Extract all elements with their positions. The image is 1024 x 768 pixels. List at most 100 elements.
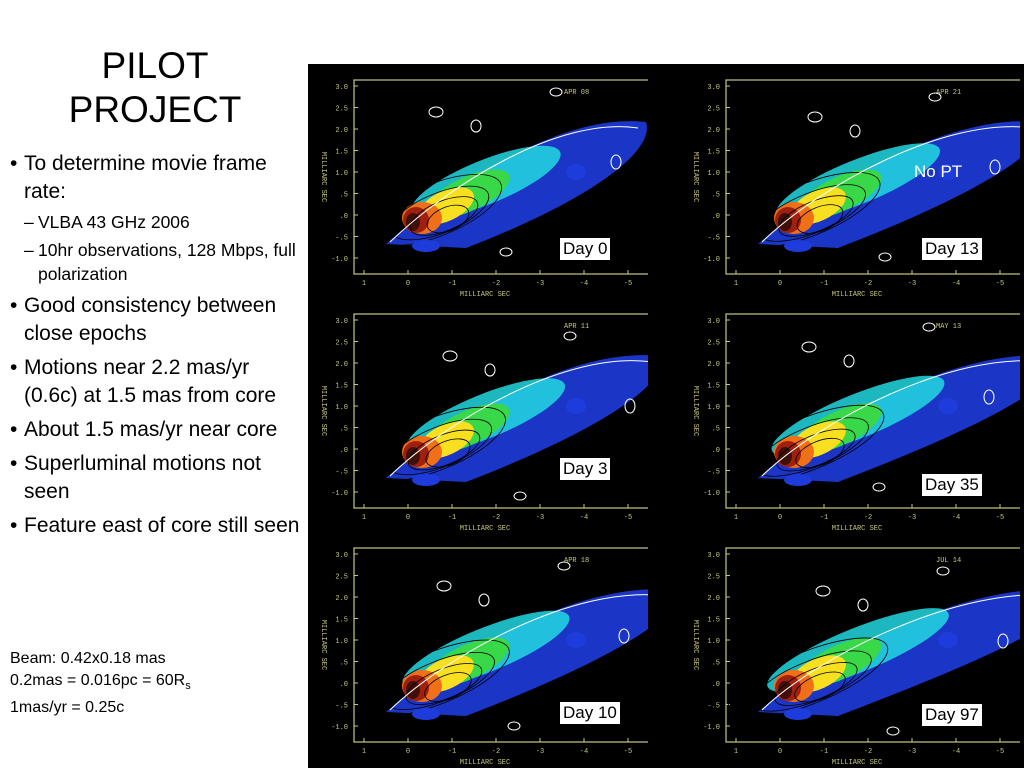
y-tick-label: 2.0 xyxy=(707,127,720,135)
y-tick-label: .0 xyxy=(712,681,720,689)
y-tick-label: 1.5 xyxy=(707,149,720,157)
vlbi-map-panel: 3.0 2.5 2.0 1.5 1.0 .5 .0 -.5 -1.0 1 0 -1 -2 -3 -4 -5 MI… xyxy=(308,298,648,530)
x-axis-label: MILLIARC SEC xyxy=(832,525,882,530)
y-tick-label: .0 xyxy=(340,213,348,221)
vlbi-map-image: 3.0 2.5 2.0 1.5 1.0 .5 .0 -.5 -1.0 1 0 -1 -2 -3 -4 -5 MI… xyxy=(319,79,648,296)
y-tick-label: -1.0 xyxy=(331,256,348,264)
y-axis-label: MILLIARC SEC xyxy=(691,386,699,436)
y-tick-label: 1.0 xyxy=(707,638,720,646)
bullet-item: Good consistency between close epochs xyxy=(10,292,305,348)
y-tick-label: 2.5 xyxy=(335,106,348,114)
epoch-label: APR 08 xyxy=(564,89,589,97)
sub-bullet-list: VLBA 43 GHz 2006 10hr observations, 128 … xyxy=(24,210,305,286)
y-tick-label: .5 xyxy=(712,660,720,668)
y-tick-label: 1.5 xyxy=(335,149,348,157)
y-tick-label: 3.0 xyxy=(707,318,720,326)
y-tick-label: -1.0 xyxy=(703,256,720,264)
no-pt-label: No PT xyxy=(914,162,963,181)
scale-text: 0.2mas = 0.016pc = 60R xyxy=(10,672,186,689)
y-tick-label: .5 xyxy=(712,192,720,200)
y-tick-label: 3.0 xyxy=(335,318,348,326)
x-tick-label: -5 xyxy=(996,748,1004,756)
bullet-item: Superluminal motions not seen xyxy=(10,450,305,506)
scale-line: 0.2mas = 0.016pc = 60Rs xyxy=(10,670,191,697)
x-tick-label: -2 xyxy=(864,280,872,288)
x-tick-label: -1 xyxy=(820,748,828,756)
vlbi-map-image: 3.0 2.5 2.0 1.5 1.0 .5 .0 -.5 -1.0 1 0 -1 -2 -3 -4 -5 MI… xyxy=(691,79,1020,296)
vlbi-map-image: 3.0 2.5 2.0 1.5 1.0 .5 .0 -.5 -1.0 1 0 -1 -2 -3 -4 -5 MI… xyxy=(319,313,648,530)
y-tick-label: 3.0 xyxy=(707,552,720,560)
bullet-item: Motions near 2.2 mas/yr (0.6c) at 1.5 ma… xyxy=(10,354,305,410)
x-tick-label: -2 xyxy=(864,748,872,756)
x-tick-label: -2 xyxy=(864,514,872,522)
x-tick-label: -1 xyxy=(448,280,456,288)
y-tick-label: .5 xyxy=(340,192,348,200)
vlbi-map-panel: 3.0 2.5 2.0 1.5 1.0 .5 .0 -.5 -1.0 1 0 -1 -2 -3 -4 -5 MI… xyxy=(680,532,1020,764)
y-tick-label: .0 xyxy=(712,213,720,221)
y-tick-label: -.5 xyxy=(335,469,348,477)
vlbi-map-image: 3.0 2.5 2.0 1.5 1.0 .5 .0 -.5 -1.0 1 0 -1 -2 -3 -4 -5 MI… xyxy=(691,547,1020,764)
x-tick-label: -1 xyxy=(448,514,456,522)
speed-line: 1mas/yr = 0.25c xyxy=(10,699,125,717)
x-tick-label: 1 xyxy=(362,748,366,756)
y-tick-label: 2.5 xyxy=(707,574,720,582)
y-tick-label: 1.5 xyxy=(707,383,720,391)
x-tick-label: 0 xyxy=(778,748,782,756)
vlbi-map-image: 3.0 2.5 2.0 1.5 1.0 .5 .0 -.5 -1.0 1 0 -1 -2 -3 -4 -5 MI… xyxy=(691,313,1020,530)
x-tick-label: 1 xyxy=(734,280,738,288)
y-tick-label: -1.0 xyxy=(331,724,348,732)
y-tick-label: -.5 xyxy=(707,235,720,243)
jet-emission xyxy=(369,87,647,257)
y-tick-label: -.5 xyxy=(707,469,720,477)
y-tick-label: 3.0 xyxy=(335,84,348,92)
x-tick-label: -1 xyxy=(820,514,828,522)
x-tick-label: 1 xyxy=(734,514,738,522)
y-tick-label: -1.0 xyxy=(703,490,720,498)
x-tick-label: -4 xyxy=(952,280,960,288)
y-tick-label: .0 xyxy=(340,681,348,689)
y-axis-label: MILLIARC SEC xyxy=(691,620,699,670)
y-tick-label: 2.0 xyxy=(335,361,348,369)
y-tick-label: .5 xyxy=(712,426,720,434)
y-tick-label: -1.0 xyxy=(331,490,348,498)
x-tick-label: 1 xyxy=(362,514,366,522)
x-tick-label: 1 xyxy=(734,748,738,756)
x-tick-label: -2 xyxy=(492,514,500,522)
bullet-item: Feature east of core still seen xyxy=(10,512,305,540)
x-tick-label: -3 xyxy=(908,514,916,522)
y-tick-label: .5 xyxy=(340,426,348,434)
y-tick-label: 2.5 xyxy=(335,574,348,582)
y-tick-label: 2.5 xyxy=(707,340,720,348)
y-tick-label: 2.5 xyxy=(707,106,720,114)
jet-emission xyxy=(362,561,648,731)
y-tick-label: 1.5 xyxy=(335,617,348,625)
jet-emission xyxy=(366,331,648,501)
y-tick-label: 3.0 xyxy=(707,84,720,92)
y-axis-label: MILLIARC SEC xyxy=(319,152,327,202)
x-tick-label: -3 xyxy=(536,748,544,756)
x-tick-label: -5 xyxy=(624,514,632,522)
y-axis-label: MILLIARC SEC xyxy=(319,386,327,436)
x-tick-label: -1 xyxy=(820,280,828,288)
y-tick-label: 1.5 xyxy=(335,383,348,391)
vlbi-map-panel: 3.0 2.5 2.0 1.5 1.0 .5 .0 -.5 -1.0 1 0 -1 -2 -3 -4 -5 MI… xyxy=(308,64,648,296)
vlbi-map-panel: 3.0 2.5 2.0 1.5 1.0 .5 .0 -.5 -1.0 1 0 -1 -2 -3 -4 -5 MI… xyxy=(680,298,1020,530)
x-tick-label: -3 xyxy=(908,280,916,288)
y-tick-label: 1.0 xyxy=(335,170,348,178)
y-tick-label: -.5 xyxy=(335,703,348,711)
x-tick-label: -5 xyxy=(996,280,1004,288)
sub-bullet-item: 10hr observations, 128 Mbps, full polari… xyxy=(24,238,305,286)
x-tick-label: 0 xyxy=(778,514,782,522)
y-tick-label: .0 xyxy=(340,447,348,455)
y-axis-label: MILLIARC SEC xyxy=(691,152,699,202)
x-tick-label: 1 xyxy=(362,280,366,288)
epoch-label: MAY 13 xyxy=(936,323,961,331)
x-tick-label: -4 xyxy=(580,514,588,522)
y-tick-label: 2.0 xyxy=(335,595,348,603)
vlbi-map-image: 3.0 2.5 2.0 1.5 1.0 .5 .0 -.5 -1.0 1 0 -1 -2 -3 -4 -5 MI… xyxy=(319,547,648,764)
epoch-label: APR 11 xyxy=(564,323,589,331)
bullet-list: To determine movie frame rate: VLBA 43 G… xyxy=(10,150,305,546)
jet-emission xyxy=(735,92,1020,262)
y-tick-label: -.5 xyxy=(707,703,720,711)
x-tick-label: -2 xyxy=(492,748,500,756)
